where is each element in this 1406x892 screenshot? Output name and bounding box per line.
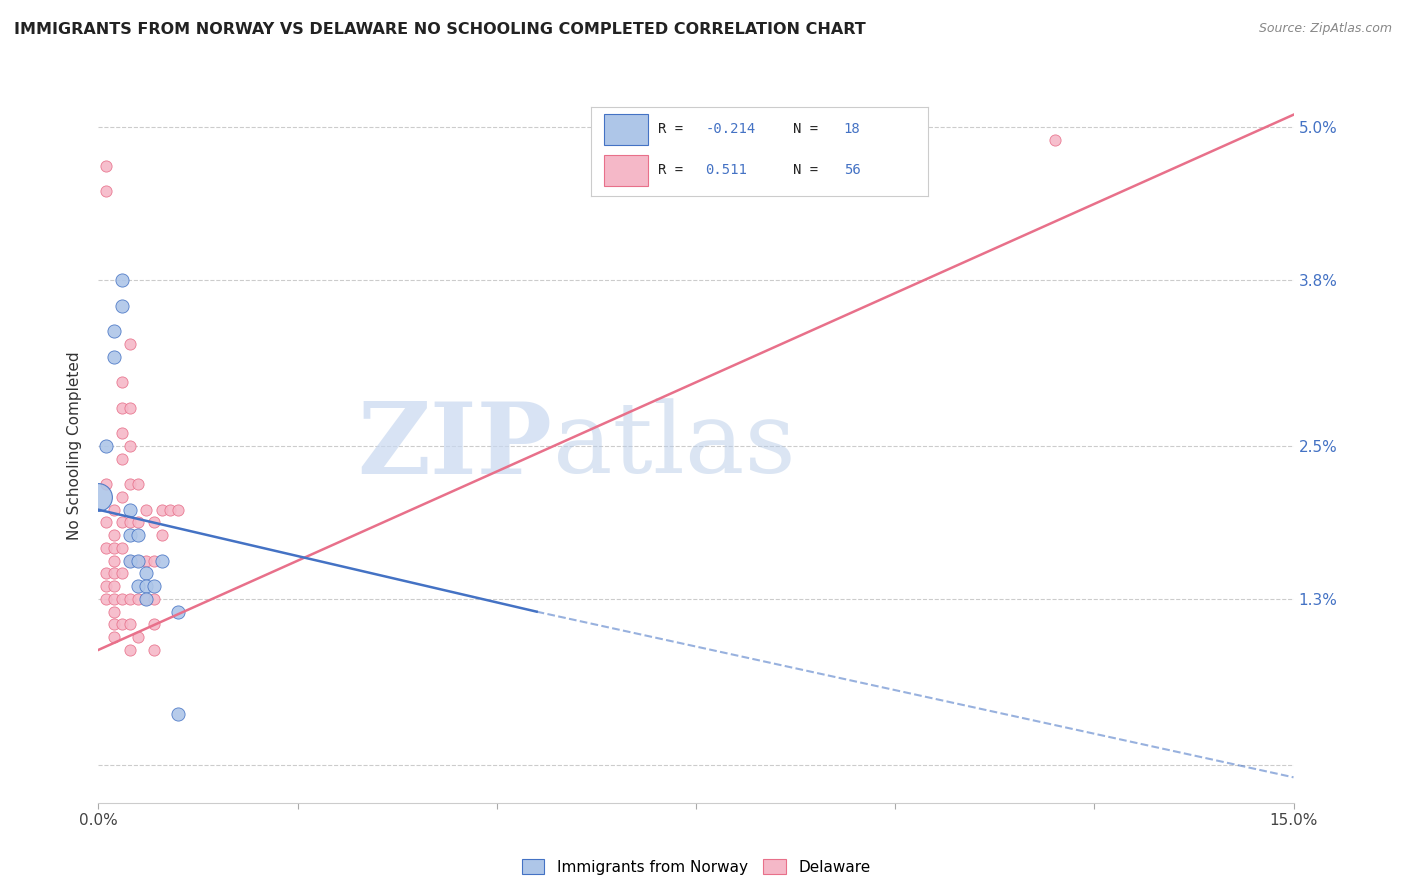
Text: N =: N =	[793, 163, 827, 178]
Text: 18: 18	[844, 122, 860, 136]
Point	[111, 426, 134, 441]
Text: 56: 56	[844, 163, 860, 178]
Point	[120, 477, 142, 491]
Point	[111, 541, 134, 555]
Point	[103, 502, 125, 516]
Point	[96, 477, 118, 491]
Point	[135, 566, 157, 581]
Point	[120, 617, 142, 632]
Point	[135, 591, 157, 606]
Point	[127, 554, 149, 568]
Point	[111, 617, 134, 632]
Point	[828, 145, 851, 160]
Point	[150, 528, 173, 542]
Text: ZIP: ZIP	[357, 398, 553, 494]
Point	[143, 591, 166, 606]
Point	[127, 591, 149, 606]
Point	[111, 566, 134, 581]
Point	[159, 502, 181, 516]
Point	[87, 490, 110, 504]
Bar	[605, 114, 648, 145]
Point	[127, 554, 149, 568]
Point	[120, 337, 142, 351]
Point	[103, 528, 125, 542]
Point	[103, 630, 125, 644]
Point	[120, 591, 142, 606]
Point	[127, 477, 149, 491]
Point	[143, 579, 166, 593]
Point	[127, 528, 149, 542]
Point	[103, 554, 125, 568]
Text: IMMIGRANTS FROM NORWAY VS DELAWARE NO SCHOOLING COMPLETED CORRELATION CHART: IMMIGRANTS FROM NORWAY VS DELAWARE NO SC…	[14, 22, 866, 37]
Text: R =: R =	[658, 163, 692, 178]
Point	[103, 617, 125, 632]
Legend: Immigrants from Norway, Delaware: Immigrants from Norway, Delaware	[516, 853, 876, 880]
Point	[120, 401, 142, 415]
Point	[120, 554, 142, 568]
Point	[103, 566, 125, 581]
Point	[143, 554, 166, 568]
Point	[96, 516, 118, 530]
Point	[143, 643, 166, 657]
Point	[103, 541, 125, 555]
Point	[96, 159, 118, 173]
Point	[167, 605, 190, 619]
Point	[120, 502, 142, 516]
Point	[143, 617, 166, 632]
Point	[111, 451, 134, 466]
Point	[150, 502, 173, 516]
Point	[167, 502, 190, 516]
Point	[111, 376, 134, 390]
Point	[96, 591, 118, 606]
Point	[103, 350, 125, 364]
Point	[127, 630, 149, 644]
Point	[96, 184, 118, 198]
Point	[111, 516, 134, 530]
Point	[96, 541, 118, 555]
Point	[111, 299, 134, 313]
Point	[120, 439, 142, 453]
Point	[135, 502, 157, 516]
Point	[120, 554, 142, 568]
Point	[150, 554, 173, 568]
Point	[120, 643, 142, 657]
Point	[167, 706, 190, 721]
Point	[127, 516, 149, 530]
Text: atlas: atlas	[553, 398, 796, 494]
Point	[143, 516, 166, 530]
Point	[103, 579, 125, 593]
Point	[96, 566, 118, 581]
Point	[111, 401, 134, 415]
Point	[120, 528, 142, 542]
Point	[103, 324, 125, 338]
Text: N =: N =	[793, 122, 827, 136]
Text: 0.511: 0.511	[706, 163, 747, 178]
Point	[111, 591, 134, 606]
Text: -0.214: -0.214	[706, 122, 755, 136]
Y-axis label: No Schooling Completed: No Schooling Completed	[67, 351, 83, 541]
Point	[111, 490, 134, 504]
Point	[135, 591, 157, 606]
Text: Source: ZipAtlas.com: Source: ZipAtlas.com	[1258, 22, 1392, 36]
Point	[127, 579, 149, 593]
Point	[96, 579, 118, 593]
Bar	[605, 155, 648, 186]
Point	[103, 591, 125, 606]
Text: R =: R =	[658, 122, 692, 136]
Point	[111, 273, 134, 287]
Point	[103, 605, 125, 619]
Point	[120, 516, 142, 530]
Point	[135, 579, 157, 593]
Point	[96, 439, 118, 453]
Point	[1043, 133, 1066, 147]
Point	[135, 554, 157, 568]
